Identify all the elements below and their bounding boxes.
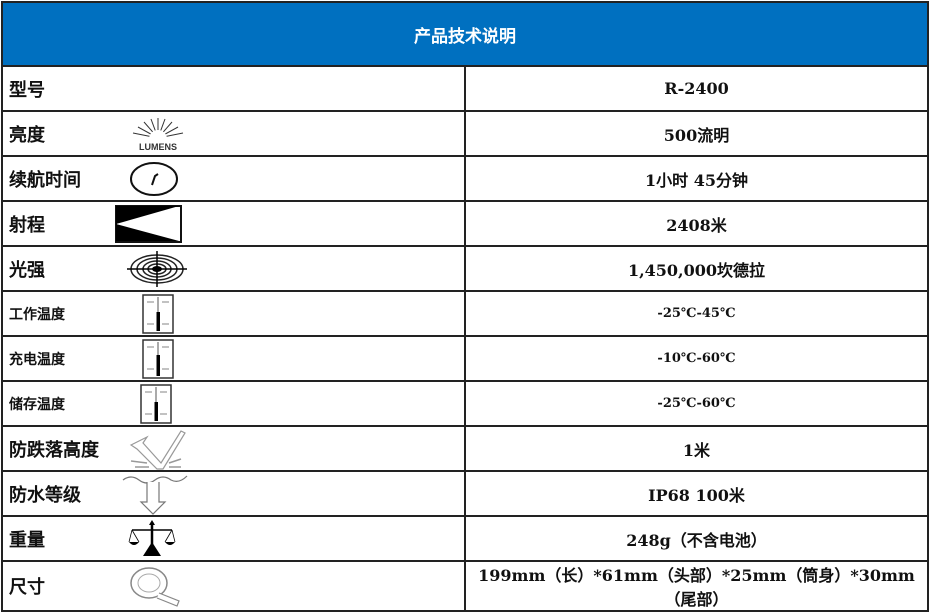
thermometer-icon [142,293,174,334]
waterproof-icon [122,475,188,515]
row-value: 1小时 45分钟 [464,155,929,202]
row-value: R-2400 [464,65,929,112]
table-row: 型号 R-2400 [1,65,929,112]
row-value: 1,450,000坎德拉 [464,245,929,292]
table-row: 工作温度 -25℃-45℃ [1,290,929,337]
row-value: 248g（不含电池） [464,515,929,562]
row-label: 工作温度 [9,306,65,323]
row-label: 亮度 [9,124,45,146]
clock-icon [130,161,178,196]
table-row: 防跌落高度 1米 [1,425,929,472]
table-row: 防水等级 IP68 100米 [1,470,929,517]
lumens-icon-text: LUMENS [139,142,177,152]
table-row: 续航时间 1小时 45分钟 [1,155,929,202]
table-row: 光强 1,450,000坎德拉 [1,245,929,292]
row-label: 续航时间 [9,169,81,191]
table-row: 充电温度 -10℃-60℃ [1,335,929,382]
row-value: 199mm（长）*61mm（头部）*25mm（筒身）*30mm（尾部） [464,560,929,612]
table-row: 射程 2408米 [1,200,929,247]
scale-icon [128,519,176,556]
row-label: 光强 [9,259,45,281]
row-value: -10℃-60℃ [464,335,929,382]
table-row: 亮度 LUMENS 500流明 [1,110,929,157]
row-label: 型号 [9,79,45,101]
row-value: -25℃-45℃ [464,290,929,337]
tape-measure-icon [130,567,180,607]
row-label: 防水等级 [9,484,81,506]
table-row: 储存温度 -25℃-60℃ [1,380,929,427]
row-label: 防跌落高度 [9,439,99,461]
table-row: 尺寸 199mm（长）*61mm（头部）*25mm（筒身）*30mm（尾部） [1,560,929,612]
lumens-icon: LUMENS [132,117,184,152]
row-value: 2408米 [464,200,929,247]
row-value: IP68 100米 [464,470,929,517]
thermometer-icon [142,338,174,379]
row-label: 射程 [9,214,45,236]
target-icon [127,250,187,287]
row-value: -25℃-60℃ [464,380,929,427]
row-label: 重量 [9,529,45,551]
table-title: 产品技术说明 [1,1,929,67]
row-label: 储存温度 [9,396,65,413]
row-label: 充电温度 [9,351,65,368]
thermometer-icon [140,383,172,424]
drop-impact-icon [129,429,186,470]
row-value: 500流明 [464,110,929,157]
table-row: 重量 248g（不含电池） [1,515,929,562]
row-value: 1米 [464,425,929,472]
row-label: 尺寸 [9,577,45,598]
beam-distance-icon [115,204,182,243]
